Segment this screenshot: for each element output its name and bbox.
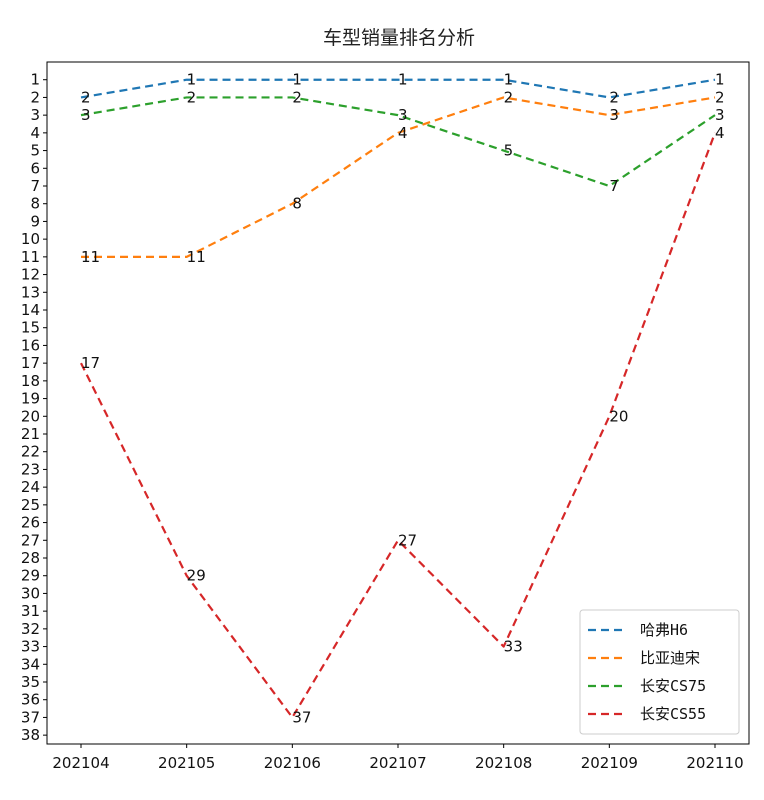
legend-label: 哈弗H6 (640, 621, 688, 639)
y-tick-label: 4 (30, 124, 40, 142)
data-label: 2 (81, 88, 91, 106)
data-label: 1 (504, 71, 514, 89)
y-tick-label: 30 (21, 584, 40, 602)
data-label: 2 (292, 88, 302, 106)
y-tick-label: 36 (21, 691, 40, 709)
y-tick-label: 9 (30, 212, 40, 230)
y-tick-label: 26 (21, 514, 40, 532)
data-label: 27 (398, 531, 417, 549)
series-line (80, 96, 716, 188)
data-label: 29 (187, 567, 206, 585)
y-tick-label: 5 (30, 142, 40, 160)
y-tick-label: 16 (21, 336, 40, 354)
data-label: 1 (398, 71, 408, 89)
y-tick-label: 33 (21, 638, 40, 656)
y-tick-label: 14 (21, 301, 40, 319)
y-tick-label: 21 (21, 425, 40, 443)
plot-area: 1234567891011121314151617181920212223242… (21, 61, 750, 772)
y-tick-label: 23 (21, 460, 40, 478)
x-tick-label: 202107 (369, 754, 426, 772)
x-tick-label: 202108 (475, 754, 532, 772)
series-line (81, 96, 716, 258)
y-tick-label: 15 (21, 319, 40, 337)
data-label: 5 (504, 142, 514, 160)
y-tick-label: 28 (21, 549, 40, 567)
data-label: 37 (292, 708, 311, 726)
legend-label: 比亚迪宋 (640, 649, 700, 667)
legend-label: 长安CS75 (640, 677, 706, 695)
y-tick-label: 13 (21, 283, 40, 301)
y-tick-label: 20 (21, 407, 40, 425)
y-tick-label: 34 (21, 655, 40, 673)
y-tick-label: 2 (30, 88, 40, 106)
y-tick-label: 25 (21, 496, 40, 514)
legend-label: 长安CS55 (640, 705, 706, 723)
data-label: 2 (609, 88, 619, 106)
data-label: 2 (715, 88, 725, 106)
y-tick-label: 19 (21, 390, 40, 408)
data-label: 2 (187, 88, 197, 106)
data-label: 7 (609, 177, 619, 195)
y-tick-label: 37 (21, 708, 40, 726)
y-tick-label: 6 (30, 159, 40, 177)
y-tick-label: 1 (30, 71, 40, 89)
data-label: 11 (187, 248, 206, 266)
y-tick-label: 12 (21, 266, 40, 284)
data-label: 1 (187, 71, 197, 89)
y-tick-label: 29 (21, 567, 40, 585)
y-tick-label: 27 (21, 531, 40, 549)
y-tick-label: 38 (21, 726, 40, 744)
y-tick-label: 10 (21, 230, 40, 248)
x-tick-label: 202105 (158, 754, 215, 772)
data-label: 17 (81, 354, 100, 372)
data-label: 11 (81, 248, 100, 266)
data-label: 3 (81, 106, 91, 124)
data-label: 33 (504, 638, 523, 656)
x-tick-label: 202110 (686, 754, 743, 772)
data-label: 8 (292, 195, 302, 213)
y-tick-label: 3 (30, 106, 40, 124)
y-tick-label: 11 (21, 248, 40, 266)
y-tick-label: 17 (21, 354, 40, 372)
series-line (80, 132, 717, 719)
y-tick-label: 35 (21, 673, 40, 691)
series-line (80, 78, 716, 99)
x-tick-label: 202104 (52, 754, 109, 772)
data-label: 4 (715, 124, 725, 142)
x-tick-label: 202109 (581, 754, 638, 772)
y-tick-label: 22 (21, 443, 40, 461)
data-label: 3 (609, 106, 619, 124)
legend-box (579, 609, 740, 735)
y-tick-label: 32 (21, 620, 40, 638)
data-label: 1 (292, 71, 302, 89)
data-label: 3 (398, 106, 408, 124)
data-label: 20 (609, 407, 628, 425)
data-label: 1 (715, 71, 725, 89)
data-label: 3 (715, 106, 725, 124)
data-label: 4 (398, 124, 408, 142)
chart-title: 车型销量排名分析 (323, 27, 475, 49)
y-tick-label: 31 (21, 602, 40, 620)
y-tick-label: 18 (21, 372, 40, 390)
data-label: 2 (504, 88, 514, 106)
x-tick-label: 202106 (264, 754, 321, 772)
y-tick-label: 24 (21, 478, 40, 496)
y-tick-label: 7 (30, 177, 40, 195)
y-tick-label: 8 (30, 195, 40, 213)
